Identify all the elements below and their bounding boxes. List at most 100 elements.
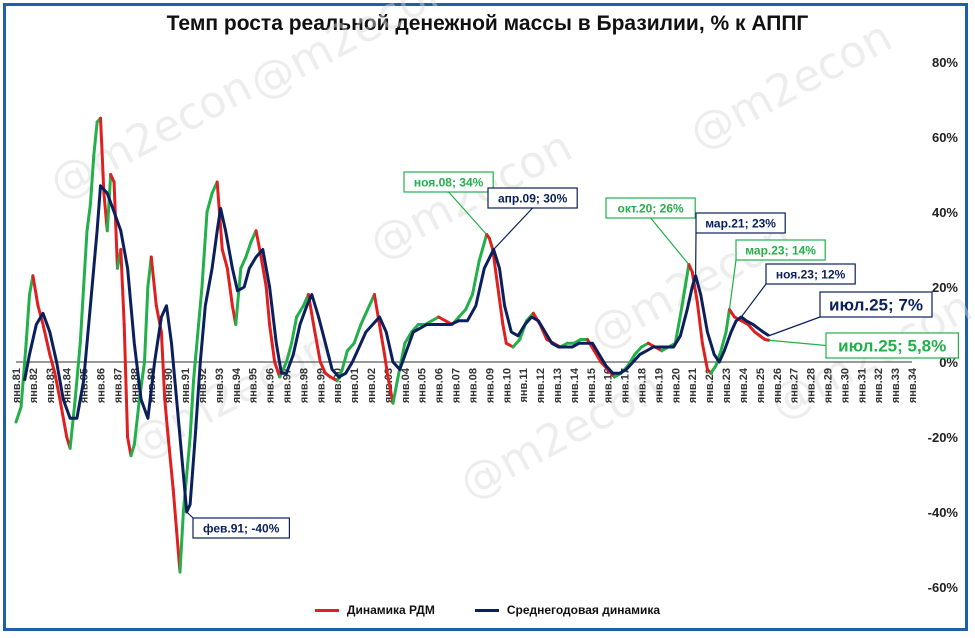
annotation-box bbox=[765, 263, 856, 285]
rdm-segment bbox=[727, 308, 736, 319]
x-tick-label: янв.18 bbox=[637, 368, 649, 403]
x-tick-label: янв.08 bbox=[467, 368, 479, 403]
rdm-segment bbox=[82, 229, 89, 289]
rdm-segment bbox=[352, 323, 363, 345]
rdm-segment bbox=[724, 308, 731, 334]
rdm-segment bbox=[58, 398, 69, 439]
x-tick-label: янв.04 bbox=[400, 367, 412, 403]
annotation-leader bbox=[768, 316, 821, 337]
x-tick-label: янв.91 bbox=[180, 368, 192, 403]
rdm-segment bbox=[188, 379, 196, 439]
x-tick-label: янв.98 bbox=[298, 368, 310, 403]
rdm-segment bbox=[457, 308, 468, 319]
rdm-segment bbox=[205, 191, 214, 214]
rdm-segment bbox=[284, 341, 294, 364]
rdm-segment bbox=[53, 371, 62, 401]
annotation-leader bbox=[740, 283, 767, 318]
y-tick-label: 20% bbox=[932, 280, 958, 295]
rdm-segment bbox=[585, 338, 596, 353]
rdm-segment bbox=[386, 375, 395, 405]
annotation-leader bbox=[728, 259, 737, 310]
rdm-segment bbox=[264, 285, 272, 326]
annotation-leader bbox=[768, 339, 827, 347]
rdm-segment bbox=[318, 360, 327, 375]
rdm-segment bbox=[633, 345, 644, 356]
legend-item-avg: Среднегодовая динамика bbox=[474, 603, 660, 617]
series-layer bbox=[14, 116, 771, 574]
annotation-leader bbox=[448, 191, 488, 235]
annotation-label: мар.23; 14% bbox=[745, 243, 816, 257]
x-tick-label: янв.05 bbox=[417, 368, 429, 403]
rdm-segment bbox=[78, 285, 86, 345]
annotation-leader bbox=[493, 207, 534, 250]
rdm-segment bbox=[295, 304, 305, 319]
x-tick-label: янв.10 bbox=[501, 368, 513, 403]
rdm-segment bbox=[159, 330, 167, 401]
rdm-segment bbox=[92, 120, 99, 158]
rdm-segment bbox=[234, 266, 243, 326]
x-tick-label: янв.20 bbox=[670, 368, 682, 403]
annotation-label: окт.20; 26% bbox=[618, 201, 685, 215]
annotation-leader bbox=[186, 511, 194, 519]
x-tick-label: янв.86 bbox=[96, 368, 108, 403]
y-axis-ticks: 80% 60% 40% 20% 0% -20% -40% -60% bbox=[928, 55, 959, 595]
x-tick-label: янв.24 bbox=[738, 367, 750, 403]
rdm-segment bbox=[290, 315, 299, 345]
annotation-label: ноя.23; 12% bbox=[776, 267, 846, 281]
rdm-segment bbox=[312, 323, 322, 364]
rdm-segment bbox=[359, 308, 370, 326]
x-tick-label: янв.06 bbox=[434, 368, 446, 403]
rdm-segment bbox=[626, 353, 637, 368]
annotation-label: фев.91; -40% bbox=[203, 521, 280, 535]
annotation-box bbox=[605, 197, 696, 219]
x-tick-label: янв.87 bbox=[112, 368, 124, 403]
legend-swatch-avg bbox=[474, 608, 499, 612]
x-tick-label: янв.82 bbox=[28, 368, 40, 403]
x-tick-label: янв.26 bbox=[772, 368, 784, 403]
rdm-segment bbox=[132, 398, 141, 446]
y-tick-label: -60% bbox=[928, 580, 959, 595]
rdm-segment bbox=[511, 338, 522, 349]
watermark-text: @m2econ bbox=[241, 0, 460, 110]
x-tick-label: янв.34 bbox=[907, 367, 919, 403]
rdm-segment bbox=[220, 248, 229, 270]
y-tick-label: 40% bbox=[932, 205, 958, 220]
annotation-label: июл.25; 7% bbox=[829, 296, 923, 315]
x-tick-label: янв.09 bbox=[484, 368, 496, 403]
rdm-segment bbox=[464, 293, 474, 311]
rdm-segment bbox=[695, 300, 704, 345]
x-tick-label: янв.15 bbox=[586, 368, 598, 403]
rdm-segment bbox=[340, 349, 349, 371]
x-tick-label: янв.17 bbox=[620, 368, 632, 403]
x-tick-label: янв.95 bbox=[248, 368, 260, 403]
annotation-box bbox=[825, 332, 959, 359]
x-tick-label: янв.29 bbox=[822, 368, 834, 403]
x-tick-label: янв.13 bbox=[552, 368, 564, 403]
rdm-segment bbox=[403, 330, 414, 345]
x-tick-label: янв.21 bbox=[687, 368, 699, 403]
annotation-box bbox=[735, 239, 826, 261]
rdm-segment bbox=[673, 304, 684, 345]
legend-swatch-rdm bbox=[314, 608, 339, 612]
rdm-segment bbox=[396, 341, 407, 379]
rdm-segment bbox=[99, 116, 106, 195]
rdm-segment bbox=[68, 398, 77, 450]
rdm-segment bbox=[487, 236, 495, 251]
rdm-segment bbox=[268, 323, 277, 364]
x-tick-label: янв.23 bbox=[721, 368, 733, 403]
rdm-segment bbox=[105, 173, 113, 233]
x-tick-label: янв.99 bbox=[315, 368, 327, 403]
x-tick-label: янв.90 bbox=[163, 368, 175, 403]
rdm-segment bbox=[345, 341, 356, 353]
legend: Динамика РДМ Среднегодовая динамика bbox=[0, 603, 975, 617]
rdm-segment bbox=[192, 323, 201, 383]
rdm-segment bbox=[592, 349, 603, 364]
x-tick-label: янв.22 bbox=[704, 368, 716, 403]
rdm-segment bbox=[496, 285, 505, 326]
annotation-box bbox=[695, 212, 786, 234]
annotation-leader bbox=[650, 217, 690, 265]
rdm-segment bbox=[366, 293, 376, 311]
watermark-layer: @m2econ @m2econ@m2econ@m2econ @m2econ@m2ec… bbox=[41, 0, 975, 510]
annotation-label: мар.21; 23% bbox=[705, 216, 776, 230]
annotation-layer: ноя.08; 34% апр.09; 30% окт.20; 26% мар.21;… bbox=[186, 171, 959, 539]
